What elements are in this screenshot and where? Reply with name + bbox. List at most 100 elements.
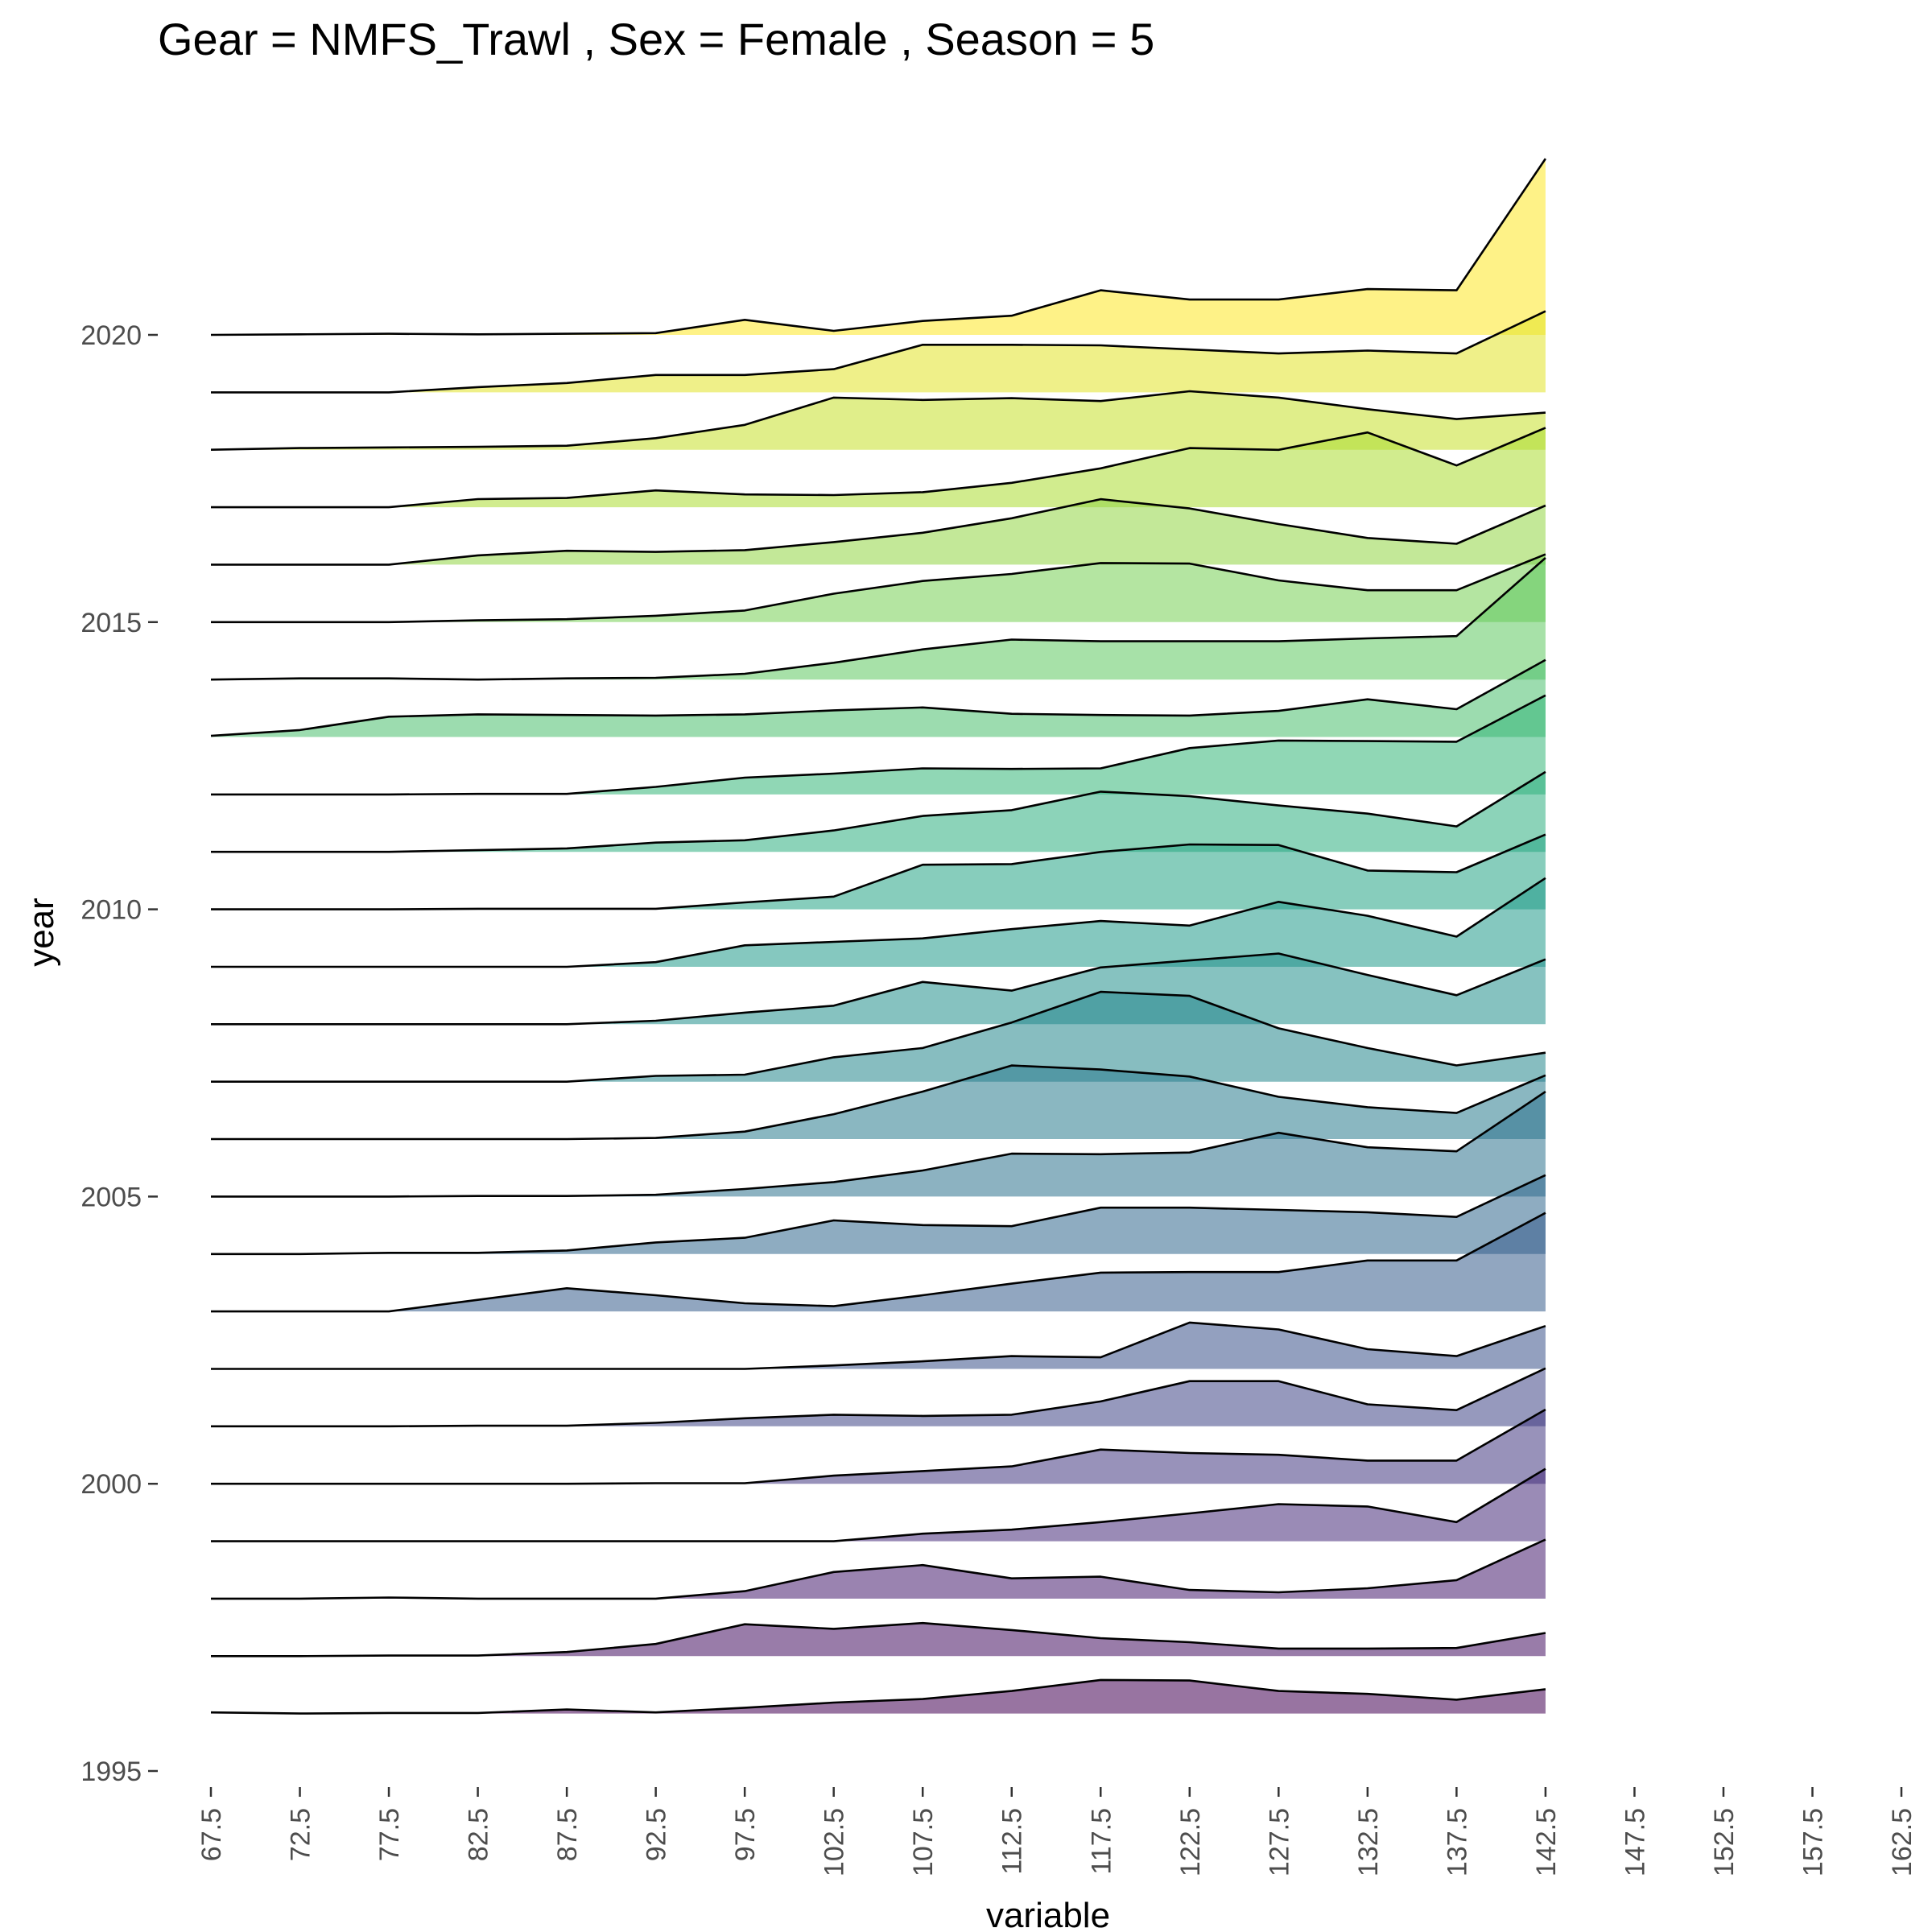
ridge-line-2010: [211, 833, 1546, 910]
ridge-line-2013: [210, 658, 1546, 737]
ridge-line-2006: [211, 1064, 1546, 1141]
chart-title: Gear = NMFS_Trawl , Sex = Female , Seaso…: [158, 14, 1154, 64]
y-tick-label-2010: 2010: [80, 895, 142, 926]
ridge-area-2003: [211, 1212, 1546, 1312]
x-tick-label-72.5: 72.5: [286, 1808, 316, 1861]
ridge-1998: [211, 1538, 1546, 1600]
ridge-2019: [211, 310, 1546, 394]
ridge-2014: [210, 557, 1546, 681]
ridge-area-1999: [211, 1468, 1546, 1542]
x-axis-title: variable: [986, 1896, 1110, 1932]
ridge-area-2002: [211, 1322, 1546, 1369]
ridge-area-1997: [211, 1623, 1546, 1657]
ridge-2009: [211, 877, 1546, 968]
ridge-line-1997: [211, 1621, 1546, 1657]
ridge-area-2020: [211, 159, 1546, 335]
ridge-2006: [211, 1064, 1546, 1141]
y-tick-label-2000: 2000: [80, 1469, 142, 1500]
ridge-line-2009: [211, 877, 1546, 968]
ridge-area-2019: [211, 311, 1546, 393]
y-tick-label-2015: 2015: [80, 608, 142, 638]
y-axis: 1995 2000 2005 2010 2015 2020: [80, 320, 158, 1787]
x-tick-label-97.5: 97.5: [730, 1808, 761, 1861]
ridge-area-2011: [211, 771, 1546, 852]
ridge-area-1996: [211, 1679, 1546, 1714]
ridge-area-2006: [211, 1065, 1546, 1139]
ridge-area-2004: [211, 1174, 1546, 1254]
x-tick-label-122.5: 122.5: [1175, 1808, 1206, 1876]
ridge-line-1996: [210, 1678, 1546, 1715]
x-tick-label-87.5: 87.5: [552, 1808, 583, 1861]
ridge-2002: [211, 1321, 1546, 1370]
ridge-line-1998: [211, 1538, 1546, 1600]
y-tick-label-2020: 2020: [80, 320, 142, 351]
x-tick-label-142.5: 142.5: [1531, 1808, 1562, 1876]
x-tick-label-132.5: 132.5: [1353, 1808, 1384, 1876]
ridge-area-2001: [211, 1368, 1546, 1426]
x-tick-label-102.5: 102.5: [819, 1808, 850, 1876]
y-axis-title: year: [22, 898, 61, 967]
ridge-line-2005: [211, 1091, 1546, 1198]
x-axis: 67.5 72.5 77.5 82.5 87.5 92.5 97.5 102.5 107.5 11…: [196, 1787, 1918, 1876]
ridge-area-2000: [211, 1410, 1546, 1484]
ridge-2005: [211, 1091, 1546, 1198]
ridge-2017: [211, 427, 1546, 509]
ridge-2011: [211, 770, 1546, 853]
ridge-line-2018: [210, 390, 1546, 451]
ridge-line-2004: [211, 1174, 1546, 1256]
ridge-line-2012: [211, 694, 1546, 796]
ridge-area-2012: [211, 695, 1546, 795]
ridge-2000: [211, 1408, 1546, 1485]
ridge-line-2011: [211, 770, 1546, 853]
ridge-2001: [211, 1367, 1546, 1428]
y-tick-label-2005: 2005: [80, 1182, 142, 1212]
ridge-2020: [210, 158, 1546, 336]
x-tick-label-92.5: 92.5: [642, 1808, 672, 1861]
ridge-line-2003: [211, 1212, 1546, 1313]
ridge-line-2008: [211, 952, 1546, 1026]
ridge-2003: [211, 1212, 1546, 1313]
ridge-1996: [210, 1678, 1546, 1715]
x-tick-label-127.5: 127.5: [1264, 1808, 1294, 1876]
ridge-area-2018: [211, 391, 1546, 450]
ridge-line-2007: [211, 990, 1546, 1083]
x-tick-label-107.5: 107.5: [908, 1808, 939, 1876]
ridge-2013: [210, 658, 1546, 737]
ridge-line-2014: [210, 557, 1546, 681]
x-tick-label-152.5: 152.5: [1709, 1808, 1740, 1876]
ridge-area-2013: [211, 659, 1546, 737]
ridge-2012: [211, 694, 1546, 796]
x-tick-label-157.5: 157.5: [1798, 1808, 1829, 1876]
x-tick-label-162.5: 162.5: [1887, 1808, 1918, 1876]
ridge-area-2009: [211, 877, 1546, 967]
x-tick-label-117.5: 117.5: [1086, 1808, 1117, 1875]
x-tick-label-67.5: 67.5: [196, 1808, 227, 1861]
ridges: [210, 158, 1546, 1715]
ridge-area-2016: [211, 499, 1546, 565]
ridge-line-2002: [211, 1321, 1546, 1370]
ridge-area-2007: [211, 992, 1546, 1082]
ridge-2016: [211, 497, 1546, 566]
ridge-2007: [211, 990, 1546, 1083]
ridge-area-2010: [211, 834, 1546, 910]
ridge-line-2015: [211, 553, 1546, 624]
ridge-line-2001: [211, 1367, 1546, 1428]
ridge-2004: [211, 1174, 1546, 1256]
ridge-area-2017: [211, 427, 1546, 508]
ridge-2010: [211, 833, 1546, 910]
x-tick-label-147.5: 147.5: [1620, 1808, 1650, 1876]
ridge-1997: [211, 1621, 1546, 1657]
ridge-line-1999: [211, 1468, 1546, 1542]
x-tick-label-112.5: 112.5: [997, 1808, 1028, 1875]
ridge-line-2019: [211, 310, 1546, 394]
ridge-line-2000: [211, 1408, 1546, 1485]
ridge-2018: [210, 390, 1546, 451]
ridge-line-2016: [211, 497, 1546, 566]
ridge-1999: [211, 1468, 1546, 1542]
x-tick-label-77.5: 77.5: [374, 1808, 405, 1861]
x-tick-label-82.5: 82.5: [464, 1808, 494, 1861]
ridge-2015: [211, 553, 1546, 624]
ridge-area-2014: [211, 558, 1546, 680]
y-tick-label-1995: 1995: [80, 1757, 142, 1787]
